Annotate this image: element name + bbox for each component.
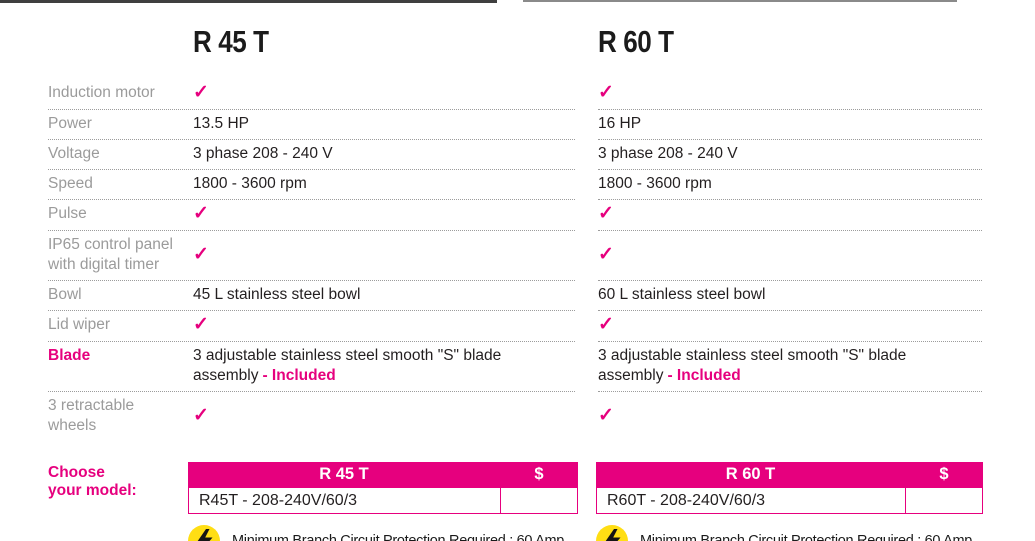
top-rule-right — [523, 0, 957, 2]
circuit-note-r60t: Minimum Branch Circuit Protection Requir… — [596, 525, 983, 541]
top-rule-left — [0, 0, 497, 3]
spec-value-r45t: 3 phase 208 - 240 V — [193, 145, 333, 162]
choose-your-model-label: Choose your model: — [48, 464, 137, 499]
check-icon: ✓ — [193, 404, 209, 426]
spec-row-ip65-control-panel: IP65 control panel with digital timer ✓ … — [48, 231, 1035, 281]
dollar-sign: $ — [939, 465, 949, 483]
blade-description: 3 adjustable stainless steel smooth "S" … — [598, 347, 907, 384]
included-badge: - Included — [262, 367, 336, 384]
order-table-r60t: R 60 T $ R60T - 208-240V/60/3 — [596, 462, 983, 514]
check-icon: ✓ — [598, 203, 614, 224]
check-icon: ✓ — [193, 243, 209, 265]
spec-row-retractable-wheels: 3 retractable wheels ✓ ✓ — [48, 392, 1035, 441]
check-icon: ✓ — [193, 82, 209, 103]
spec-value-r60t: 60 L stainless steel bowl — [598, 286, 766, 303]
spec-value-r60t: 3 adjustable stainless steel smooth "S" … — [598, 346, 982, 386]
check-icon: ✓ — [193, 203, 209, 224]
spec-value-r45t: 3 adjustable stainless steel smooth "S" … — [193, 346, 575, 386]
spec-label: Pulse — [48, 205, 87, 222]
order-table-row: R60T - 208-240V/60/3 — [596, 487, 983, 514]
circuit-note-text: Minimum Branch Circuit Protection Requir… — [232, 533, 565, 541]
order-table-header: R 60 T $ — [596, 462, 983, 487]
order-table-header: R 45 T $ — [188, 462, 578, 487]
spec-row-power: Power 13.5 HP 16 HP — [48, 110, 1035, 140]
spec-row-pulse: Pulse ✓ ✓ — [48, 200, 1035, 231]
circuit-note-r45t: Minimum Branch Circuit Protection Requir… — [188, 525, 578, 541]
spec-value-r45t: 1800 - 3600 rpm — [193, 175, 307, 192]
spec-row-bowl: Bowl 45 L stainless steel bowl 60 L stai… — [48, 281, 1035, 311]
spec-label: Bowl — [48, 286, 82, 303]
spec-label: Lid wiper — [48, 316, 111, 333]
product-title-r60t: R 60 T — [598, 24, 674, 59]
spec-value-r60t: ✓ — [598, 243, 982, 266]
check-icon: ✓ — [598, 82, 614, 103]
spec-value-r60t: 16 HP — [598, 115, 642, 132]
check-icon: ✓ — [598, 314, 614, 335]
spec-value-r60t: ✓ — [598, 404, 982, 427]
spec-label: 3 retractable wheels — [48, 397, 135, 434]
circuit-notes: Minimum Branch Circuit Protection Requir… — [48, 525, 1035, 541]
blade-description: 3 adjustable stainless steel smooth "S" … — [193, 347, 502, 384]
order-table-model-header: R 60 T — [725, 465, 776, 483]
spec-value-r60t: ✓ — [598, 315, 982, 336]
spec-value-r60t: 3 phase 208 - 240 V — [598, 145, 738, 162]
spec-value-r45t: ✓ — [193, 404, 575, 427]
spec-value-r45t: ✓ — [193, 315, 575, 336]
spec-value-r60t: 1800 - 3600 rpm — [598, 175, 712, 192]
spec-row-induction-motor: Induction motor ✓ ✓ — [48, 79, 1035, 110]
spec-label: IP65 control panel with digital timer — [48, 236, 173, 273]
spec-label: Induction motor — [48, 84, 155, 101]
order-section: Choose your model: R 45 T $ R45T - 208-2… — [48, 462, 1035, 514]
dollar-sign: $ — [534, 465, 544, 483]
check-icon: ✓ — [598, 404, 614, 426]
model-reference: R45T - 208-240V/60/3 — [199, 492, 358, 509]
spec-label: Speed — [48, 175, 93, 192]
spec-value-r45t: 45 L stainless steel bowl — [193, 286, 361, 303]
price-cell — [905, 488, 982, 513]
spec-label: Power — [48, 115, 92, 132]
order-table-r45t: R 45 T $ R45T - 208-240V/60/3 — [188, 462, 578, 514]
spec-row-lid-wiper: Lid wiper ✓ ✓ — [48, 311, 1035, 342]
spec-value-r60t: ✓ — [598, 83, 982, 104]
price-cell — [500, 488, 577, 513]
circuit-note-text: Minimum Branch Circuit Protection Requir… — [640, 533, 973, 541]
order-table-row: R45T - 208-240V/60/3 — [188, 487, 578, 514]
lightning-bolt-icon — [596, 525, 628, 541]
order-table-model-header: R 45 T — [319, 465, 369, 483]
spec-row-blade: Blade 3 adjustable stainless steel smoot… — [48, 342, 1035, 392]
check-icon: ✓ — [598, 243, 614, 265]
spec-row-speed: Speed 1800 - 3600 rpm 1800 - 3600 rpm — [48, 170, 1035, 200]
spec-value-r45t: 13.5 HP — [193, 115, 250, 132]
model-reference: R60T - 208-240V/60/3 — [607, 492, 766, 509]
spec-value-r60t: ✓ — [598, 204, 982, 225]
spec-row-voltage: Voltage 3 phase 208 - 240 V 3 phase 208 … — [48, 140, 1035, 170]
check-icon: ✓ — [193, 314, 209, 335]
lightning-bolt-icon — [188, 525, 220, 541]
spec-label: Blade — [48, 347, 91, 364]
spec-value-r45t: ✓ — [193, 83, 575, 104]
included-badge: - Included — [667, 367, 741, 384]
spec-value-r45t: ✓ — [193, 243, 575, 266]
product-title-r45t: R 45 T — [193, 24, 269, 59]
spec-label: Voltage — [48, 145, 100, 162]
spec-value-r45t: ✓ — [193, 204, 575, 225]
